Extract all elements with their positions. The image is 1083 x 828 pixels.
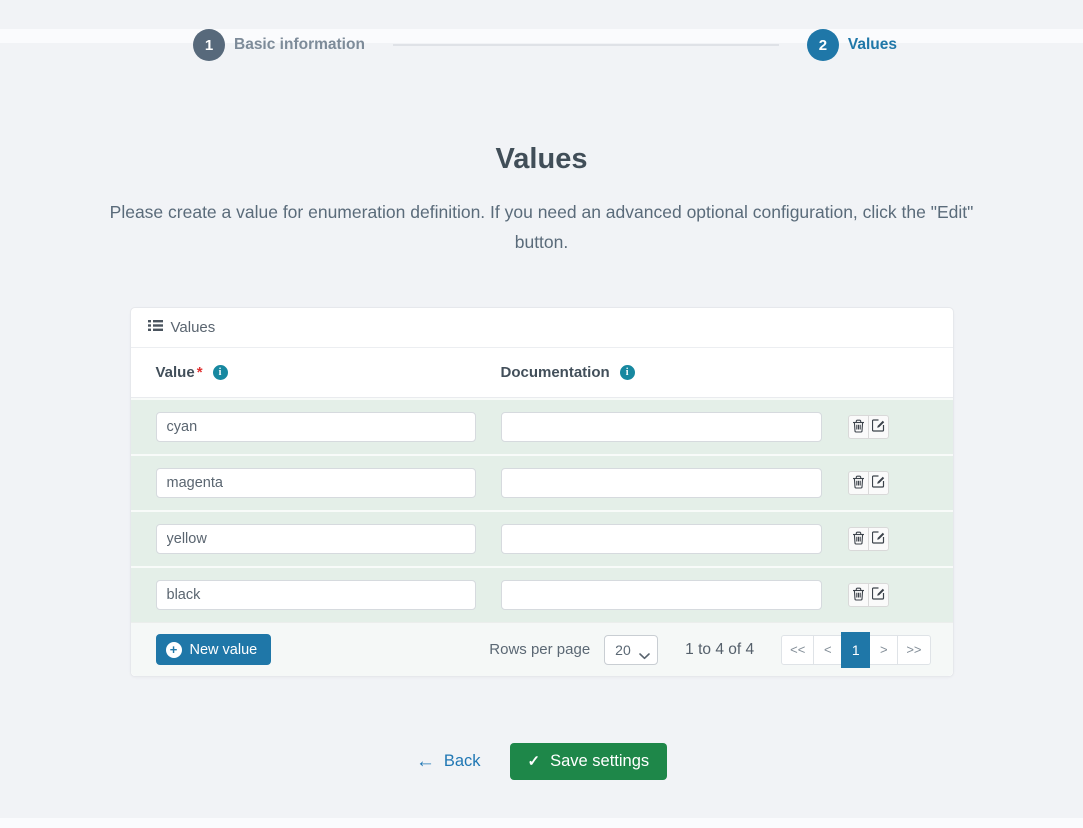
save-settings-button[interactable]: ✓ Save settings: [509, 743, 668, 780]
info-icon[interactable]: i: [212, 365, 228, 380]
delete-row-button[interactable]: [847, 415, 869, 439]
edit-row-button[interactable]: [867, 527, 889, 551]
save-settings-label: Save settings: [550, 752, 650, 770]
new-value-button[interactable]: + New value: [155, 634, 272, 665]
value-input[interactable]: [155, 468, 476, 498]
panel-title: Values: [170, 319, 216, 336]
page-description: Please create a value for enumeration de…: [109, 202, 974, 252]
row-action-buttons: [847, 471, 889, 495]
column-label: Value *: [155, 364, 203, 381]
edit-row-button[interactable]: [867, 415, 889, 439]
documentation-cell: [500, 468, 822, 498]
pagination-next-button[interactable]: >: [869, 634, 899, 665]
edit-icon: [871, 419, 885, 435]
delete-row-button[interactable]: [847, 527, 869, 551]
delete-row-button[interactable]: [847, 583, 869, 607]
back-link[interactable]: ← Back: [416, 752, 481, 771]
step-label: Values: [847, 36, 897, 53]
step-label: Basic information: [234, 36, 365, 53]
step-number-badge: 1: [193, 29, 225, 61]
list-icon: [147, 319, 163, 336]
edit-icon: [871, 475, 885, 491]
table-header-row: Value * i Documentation i: [130, 348, 953, 398]
value-cell: [155, 468, 501, 498]
table-footer: + New value Rows per page 20 1 to 4 of 4…: [130, 622, 953, 676]
form-actions: ← Back ✓ Save settings: [0, 743, 1083, 780]
rows-per-page-select[interactable]: 20: [604, 634, 659, 665]
edit-icon: [871, 587, 885, 603]
value-cell: [155, 580, 501, 610]
required-asterisk: *: [196, 364, 203, 381]
trash-icon: [852, 475, 865, 492]
table-row: [130, 566, 953, 622]
wizard-step-basic-information[interactable]: 1 Basic information: [193, 29, 365, 61]
edit-row-button[interactable]: [867, 471, 889, 495]
value-input[interactable]: [155, 524, 476, 554]
table-row: [130, 510, 953, 566]
info-icon[interactable]: i: [619, 365, 635, 380]
documentation-cell: [500, 524, 822, 554]
documentation-input[interactable]: [500, 468, 822, 498]
new-value-label: New value: [189, 641, 258, 658]
step-wizard: 1 Basic information 2 Values: [193, 29, 897, 61]
edit-icon: [871, 531, 885, 547]
column-header-value: Value * i: [156, 364, 501, 381]
pagination-last-button[interactable]: >>: [897, 634, 931, 665]
values-panel: Values Value * i Documentation i: [129, 307, 954, 677]
back-label: Back: [443, 752, 481, 770]
plus-circle-icon: +: [165, 641, 182, 658]
pagination-first-button[interactable]: <<: [781, 634, 815, 665]
trash-icon: [852, 531, 865, 548]
wizard-connector-line: [392, 44, 779, 46]
value-cell: [155, 412, 501, 442]
pagination-page-1-button[interactable]: 1: [841, 631, 871, 668]
documentation-input[interactable]: [500, 580, 822, 610]
edit-row-button[interactable]: [867, 583, 889, 607]
trash-icon: [852, 587, 865, 604]
value-input[interactable]: [155, 412, 476, 442]
pagination-range-label: 1 to 4 of 4: [685, 640, 755, 658]
bottom-strip: [0, 818, 1083, 828]
wizard-step-values[interactable]: 2 Values: [806, 29, 897, 61]
rows-per-page-select-wrap: 20: [604, 634, 659, 665]
table-row: [130, 398, 953, 454]
value-cell: [155, 524, 501, 554]
table-row: [130, 454, 953, 510]
row-action-buttons: [847, 583, 889, 607]
documentation-cell: [500, 580, 822, 610]
step-number-badge: 2: [806, 29, 839, 61]
documentation-input[interactable]: [500, 524, 822, 554]
trash-icon: [852, 419, 865, 436]
pagination: << < 1 > >>: [781, 631, 931, 668]
value-input[interactable]: [155, 580, 476, 610]
row-action-buttons: [847, 415, 889, 439]
documentation-cell: [500, 412, 822, 442]
pagination-prev-button[interactable]: <: [813, 634, 843, 665]
check-icon: ✓: [527, 753, 541, 770]
column-label: Documentation: [500, 364, 610, 381]
back-arrow-icon: ←: [415, 751, 435, 772]
documentation-input[interactable]: [500, 412, 822, 442]
delete-row-button[interactable]: [847, 471, 869, 495]
row-action-buttons: [847, 527, 889, 551]
column-header-documentation: Documentation i: [501, 364, 822, 381]
panel-header: Values: [130, 308, 953, 348]
page-title: Values: [495, 143, 588, 175]
rows-per-page-label: Rows per page: [489, 641, 591, 658]
